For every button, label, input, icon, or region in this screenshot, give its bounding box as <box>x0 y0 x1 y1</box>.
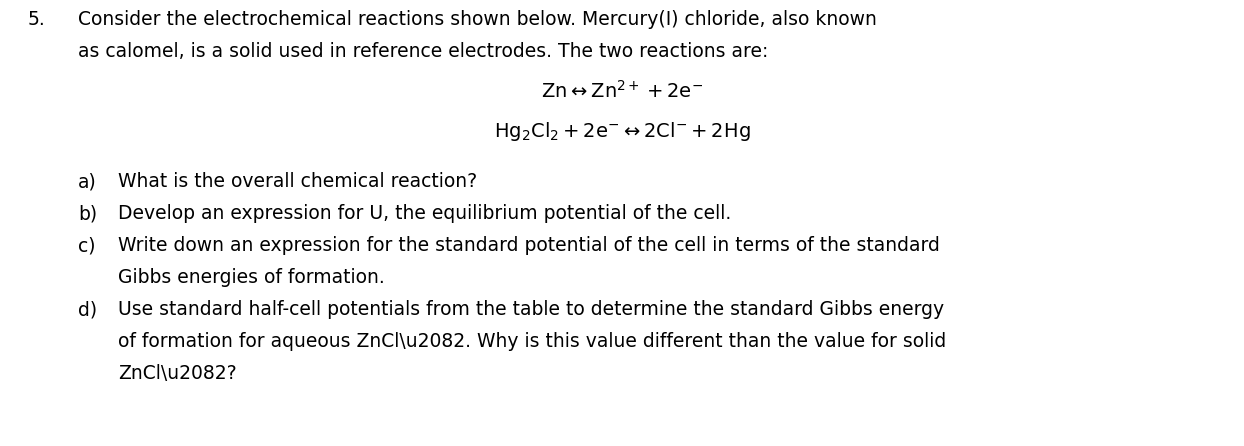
Text: 5.: 5. <box>29 10 46 29</box>
Text: Gibbs energies of formation.: Gibbs energies of formation. <box>118 268 384 287</box>
Text: $\mathregular{Hg_2Cl_2 + 2e^{-} \leftrightarrow 2Cl^{-} + 2Hg}$: $\mathregular{Hg_2Cl_2 + 2e^{-} \leftrig… <box>494 120 750 143</box>
Text: d): d) <box>78 300 97 319</box>
Text: Use standard half-cell potentials from the table to determine the standard Gibbs: Use standard half-cell potentials from t… <box>118 300 944 319</box>
Text: of formation for aqueous ZnCl\u2082. Why is this value different than the value : of formation for aqueous ZnCl\u2082. Why… <box>118 332 947 351</box>
Text: What is the overall chemical reaction?: What is the overall chemical reaction? <box>118 172 478 191</box>
Text: b): b) <box>78 204 97 223</box>
Text: a): a) <box>78 172 97 191</box>
Text: c): c) <box>78 236 96 255</box>
Text: ZnCl\u2082?: ZnCl\u2082? <box>118 364 236 383</box>
Text: as calomel, is a solid used in reference electrodes. The two reactions are:: as calomel, is a solid used in reference… <box>78 42 769 61</box>
Text: Develop an expression for U, the equilibrium potential of the cell.: Develop an expression for U, the equilib… <box>118 204 731 223</box>
Text: Write down an expression for the standard potential of the cell in terms of the : Write down an expression for the standar… <box>118 236 940 255</box>
Text: Consider the electrochemical reactions shown below. Mercury(I) chloride, also kn: Consider the electrochemical reactions s… <box>78 10 877 29</box>
Text: $\mathregular{Zn \leftrightarrow Zn^{2+} + 2e^{-}}$: $\mathregular{Zn \leftrightarrow Zn^{2+}… <box>541 80 703 102</box>
